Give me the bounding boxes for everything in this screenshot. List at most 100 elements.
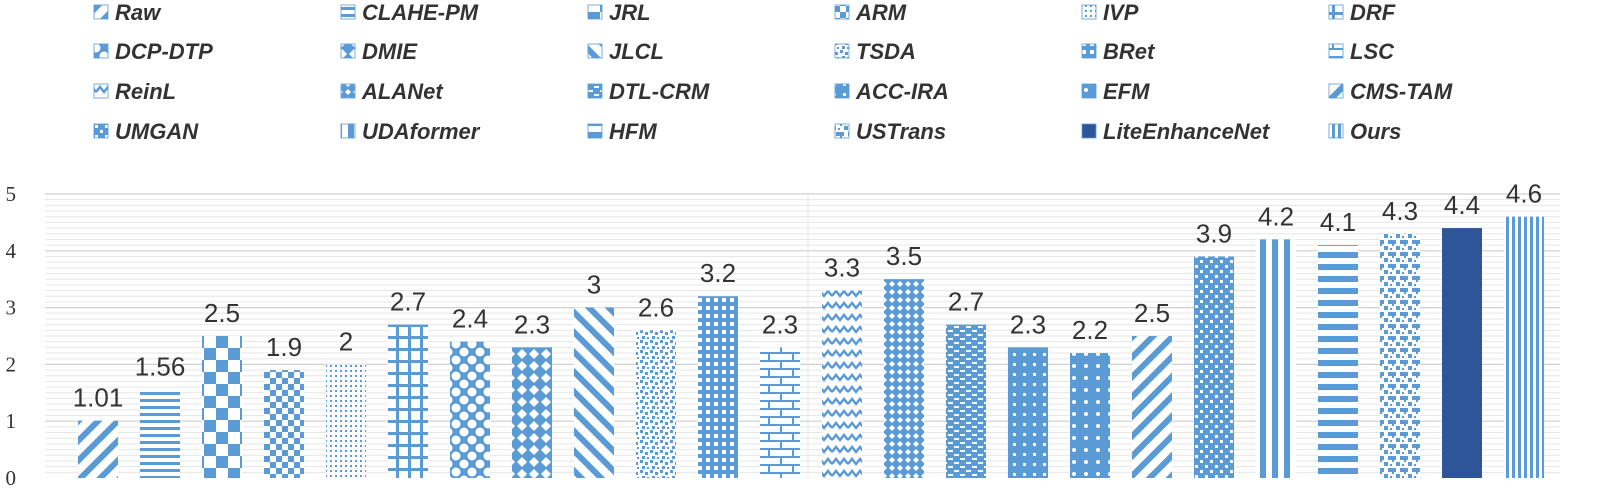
legend-swatch bbox=[1081, 83, 1097, 99]
legend-item: ARM bbox=[834, 0, 907, 25]
legend-swatch bbox=[93, 123, 109, 139]
bar-umgan bbox=[1194, 256, 1234, 478]
legend-swatch bbox=[1328, 83, 1344, 99]
legend-label: Raw bbox=[115, 0, 162, 25]
y-tick-label: 2 bbox=[6, 352, 17, 376]
bar-acc-ira bbox=[1008, 347, 1048, 478]
legend-item: JLCL bbox=[587, 39, 664, 64]
data-label: 4.6 bbox=[1506, 179, 1542, 209]
legend-label: DMIE bbox=[362, 39, 418, 64]
legend-item: LSC bbox=[1328, 39, 1395, 64]
legend-label: DCP-DTP bbox=[115, 39, 213, 64]
bar-tsda bbox=[636, 330, 676, 478]
y-tick-label: 1 bbox=[6, 409, 17, 433]
legend-swatch bbox=[834, 43, 850, 59]
legend-item: Ours bbox=[1328, 119, 1401, 144]
data-label: 2 bbox=[339, 326, 353, 356]
bar-dcp-dtp bbox=[450, 341, 490, 478]
legend-swatch bbox=[1328, 43, 1344, 59]
bar-arm bbox=[264, 370, 304, 478]
data-label: 3 bbox=[587, 270, 601, 300]
legend-swatch bbox=[1328, 4, 1344, 20]
legend-swatch bbox=[834, 4, 850, 20]
legend-label: EFM bbox=[1103, 79, 1150, 104]
data-label: 4.4 bbox=[1444, 190, 1480, 220]
y-tick-label: 0 bbox=[6, 466, 17, 490]
bar-ours bbox=[1504, 216, 1544, 478]
legend-label: ACC-IRA bbox=[855, 79, 949, 104]
legend-swatch bbox=[587, 83, 603, 99]
legend-label: TSDA bbox=[856, 39, 916, 64]
legend-item: JRL bbox=[587, 0, 651, 25]
data-label: 2.5 bbox=[1134, 298, 1170, 328]
data-label: 4.3 bbox=[1382, 196, 1418, 226]
legend-label: LSC bbox=[1350, 39, 1395, 64]
bars bbox=[78, 216, 1544, 478]
legend-item: DCP-DTP bbox=[93, 39, 213, 64]
legend-item: DMIE bbox=[340, 39, 418, 64]
data-label: 3.9 bbox=[1196, 218, 1232, 248]
legend-label: UDAformer bbox=[362, 119, 481, 144]
legend-swatch bbox=[1328, 123, 1344, 139]
legend-swatch bbox=[340, 83, 356, 99]
data-label: 2.7 bbox=[948, 287, 984, 317]
legend-item: EFM bbox=[1081, 79, 1150, 104]
data-label: 3.5 bbox=[886, 241, 922, 271]
data-label: 1.9 bbox=[266, 332, 302, 362]
legend-label: JRL bbox=[609, 0, 651, 25]
bar-dtl-crm bbox=[946, 324, 986, 478]
legend-item: USTrans bbox=[834, 119, 946, 144]
data-label: 2.6 bbox=[638, 292, 674, 322]
bar-clahe-pm bbox=[140, 389, 180, 478]
legend-item: UDAformer bbox=[340, 119, 481, 144]
legend-swatch bbox=[1081, 43, 1097, 59]
data-label: 3.3 bbox=[824, 253, 860, 283]
legend-swatch bbox=[93, 43, 109, 59]
y-tick-label: 3 bbox=[6, 296, 17, 320]
legend-item: CLAHE-PM bbox=[340, 0, 479, 25]
bar-jrl bbox=[202, 336, 242, 478]
legend-item: CMS-TAM bbox=[1328, 79, 1453, 104]
legend-label: USTrans bbox=[856, 119, 946, 144]
legend-swatch bbox=[340, 123, 356, 139]
y-tick-label: 5 bbox=[6, 182, 17, 206]
legend-label: ReinL bbox=[115, 79, 176, 104]
data-labels: 1.01 1.56 2.5 1.9 2 2.7 2.4 2.3 3 2.6 3.2 2.3 3.3 3.5… bbox=[73, 179, 1542, 413]
legend-label: HFM bbox=[609, 119, 657, 144]
legend-label: IVP bbox=[1103, 0, 1139, 25]
legend-swatch bbox=[834, 83, 850, 99]
legend-item: ACC-IRA bbox=[834, 79, 949, 104]
legend-item: ReinL bbox=[93, 79, 176, 104]
data-label: 3.2 bbox=[700, 258, 736, 288]
legend-item: TSDA bbox=[834, 39, 916, 64]
data-label: 2.3 bbox=[514, 309, 550, 339]
legend-label: BRet bbox=[1103, 39, 1156, 64]
data-label: 4.2 bbox=[1258, 201, 1294, 231]
data-label: 2.7 bbox=[390, 287, 426, 317]
legend-swatch bbox=[587, 43, 603, 59]
legend-label: JLCL bbox=[609, 39, 664, 64]
legend-swatch bbox=[340, 43, 356, 59]
bar-ivp bbox=[326, 364, 366, 478]
bar-raw bbox=[78, 420, 118, 478]
legend-swatch bbox=[587, 123, 603, 139]
bar-lsc bbox=[760, 347, 800, 478]
data-label: 2.5 bbox=[204, 298, 240, 328]
data-label: 1.56 bbox=[135, 351, 186, 381]
y-axis: 0 1 2 3 4 5 bbox=[6, 182, 17, 490]
legend-item: Raw bbox=[93, 0, 162, 25]
legend-item: DRF bbox=[1328, 0, 1396, 25]
data-label: 2.3 bbox=[762, 309, 798, 339]
legend-item: LiteEnhanceNet bbox=[1081, 119, 1271, 144]
data-label: 2.4 bbox=[452, 304, 488, 334]
bar-udaformer bbox=[1256, 239, 1296, 478]
legend-label: ARM bbox=[855, 0, 907, 25]
bar-alanet bbox=[884, 279, 924, 478]
legend-label: ALANet bbox=[361, 79, 444, 104]
bar-drf bbox=[388, 324, 428, 478]
data-label: 1.01 bbox=[73, 383, 124, 413]
bar-liteenhancenet bbox=[1442, 228, 1482, 478]
legend-swatch bbox=[834, 123, 850, 139]
bar-ustrans bbox=[1380, 233, 1420, 478]
